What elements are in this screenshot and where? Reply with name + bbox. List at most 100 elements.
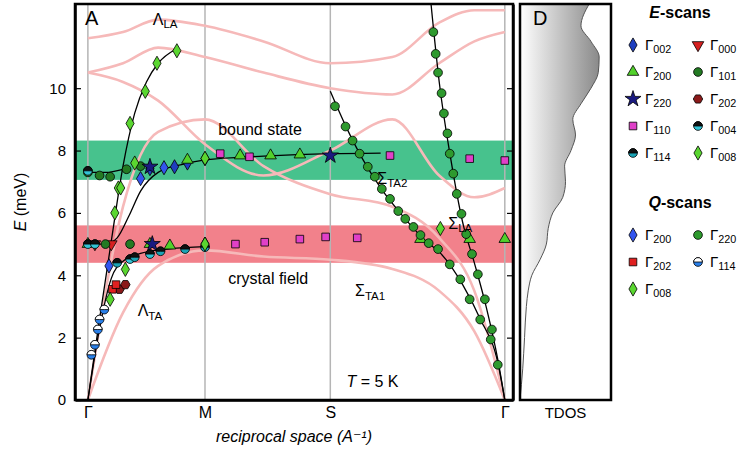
data-point (386, 195, 395, 204)
legend-title: E-scans (649, 4, 710, 21)
marker-part (629, 149, 638, 153)
text-part: 008 (653, 287, 671, 299)
data-point (437, 89, 446, 98)
data-point (443, 129, 452, 138)
marker-part (694, 258, 703, 267)
calculated-dispersion (88, 32, 505, 94)
text-part: 220 (718, 233, 736, 245)
text-part: Γ (645, 144, 653, 161)
marker-part (182, 153, 194, 163)
panel-label: A (85, 7, 99, 29)
data-point (476, 315, 485, 324)
text-part: Γ (645, 253, 653, 270)
plot-frame-d (520, 4, 611, 400)
y-tick-label: 2 (58, 329, 66, 346)
data-point (201, 152, 209, 166)
marker-part (156, 247, 165, 251)
fit-line (88, 169, 123, 172)
data-point (434, 68, 443, 77)
text-part: E (12, 220, 29, 231)
marker-part (126, 116, 134, 130)
data-point (322, 233, 330, 241)
data-point (93, 325, 102, 334)
text-part: Λ (153, 11, 164, 28)
text-part: 200 (653, 70, 671, 82)
text-part: 114 (718, 260, 735, 272)
marker-part (476, 315, 485, 324)
x-tick: M (199, 400, 212, 421)
marker-part (181, 245, 190, 254)
data-point (493, 360, 502, 369)
marker-part (91, 340, 100, 349)
annotation: ΣTA2 (377, 170, 407, 189)
x-tick-label: Γ (84, 404, 93, 421)
marker-part (201, 151, 209, 165)
marker-part (160, 161, 168, 175)
data-point (386, 152, 394, 160)
marker-part (629, 228, 637, 242)
data-point (136, 172, 144, 186)
data-point (445, 149, 454, 158)
marker-part (440, 109, 449, 118)
marker-part (629, 258, 637, 266)
text-part: Γ (710, 144, 718, 161)
text-part: Γ (645, 117, 653, 134)
data-point (261, 238, 269, 246)
marker-part (322, 233, 330, 241)
marker-part (452, 190, 461, 199)
data-point (105, 259, 113, 273)
text-part: -scans (661, 194, 712, 211)
data-point (434, 245, 443, 254)
text-part: 008 (718, 151, 736, 163)
marker-part (246, 153, 254, 161)
legend-swatch (694, 146, 702, 160)
marker-part (201, 152, 209, 166)
calculated-dispersion (88, 119, 505, 400)
x-tick: Γ (84, 400, 93, 421)
text-part: TA1 (365, 290, 385, 302)
data-point (416, 231, 425, 240)
marker-part (111, 206, 119, 220)
data-point (95, 171, 104, 180)
legend-label: Γ220 (645, 90, 671, 109)
legend-swatch (694, 122, 703, 131)
legend-label: Γ114 (710, 253, 735, 272)
marker-part (91, 340, 100, 344)
marker-part (296, 235, 304, 243)
text-part: 004 (718, 124, 736, 136)
x-tick-label: M (199, 404, 212, 421)
marker-part (87, 350, 96, 354)
text-part: = 5 K (356, 373, 399, 390)
data-point (216, 150, 224, 158)
marker-part (694, 258, 703, 262)
data-point (481, 295, 490, 304)
legend-swatch (625, 91, 641, 106)
data-point (488, 325, 497, 334)
data-point (234, 149, 246, 159)
annotation: ΛLA (153, 11, 178, 30)
data-point (142, 158, 158, 173)
marker-part (386, 195, 395, 204)
legend-label: Γ000 (710, 36, 736, 55)
marker-part (348, 136, 357, 145)
text-part: Γ (710, 63, 718, 80)
legend-label: Γ220 (710, 226, 736, 245)
text-part: TA2 (387, 177, 407, 189)
data-point (101, 240, 110, 249)
marker-part (121, 281, 130, 289)
x-axis-title: TDOS (545, 404, 587, 421)
fit-line (330, 91, 504, 400)
annotation: bound state (218, 121, 302, 138)
grid-line (204, 4, 206, 400)
data-point (87, 350, 96, 359)
data-point (429, 28, 438, 37)
data-point (106, 292, 114, 306)
marker-part (322, 147, 338, 162)
data-point (182, 153, 194, 163)
text-part: 110 (653, 124, 670, 136)
marker-part (105, 259, 113, 273)
marker-part (136, 172, 144, 186)
data-point (294, 148, 306, 158)
data-point (201, 151, 209, 165)
marker-part (106, 292, 114, 306)
